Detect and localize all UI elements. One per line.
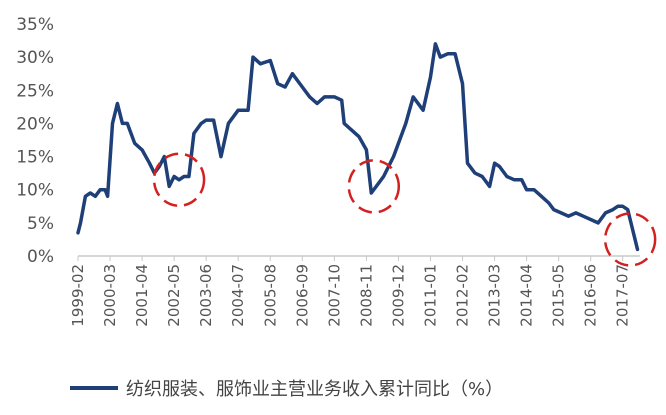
x-tick-label: 2011-01 xyxy=(421,264,439,327)
y-tick-label: 0% xyxy=(27,247,54,267)
x-tick-label: 2013-03 xyxy=(486,264,504,327)
x-tick-label: 2017-07 xyxy=(614,264,632,327)
highlight-circles xyxy=(152,152,657,267)
x-tick-label: 2016-06 xyxy=(582,264,600,327)
x-tick-label: 1999-02 xyxy=(69,264,87,327)
x-tick-label: 2015-05 xyxy=(550,264,568,327)
y-tick-label: 5% xyxy=(27,214,54,234)
x-tick-label: 2001-04 xyxy=(133,264,151,327)
x-tick-label: 2008-11 xyxy=(357,264,375,327)
legend-label: 纺织服装、服饰业主营业务收入累计同比（%） xyxy=(126,379,503,400)
x-tick-label: 2003-06 xyxy=(197,264,215,327)
x-axis-tick-labels: 1999-02 2000-03 2001-04 2002-05 2003-06 2004-… xyxy=(69,256,632,327)
series-line xyxy=(76,42,640,252)
x-tick-label: 2012-02 xyxy=(454,264,472,327)
y-tick-label: 10% xyxy=(16,181,54,201)
highlight-circle xyxy=(603,212,657,267)
x-tick-label: 2014-04 xyxy=(518,264,536,327)
highlight-circle xyxy=(152,152,206,208)
x-tick-label: 2005-08 xyxy=(261,264,279,327)
x-tick-label: 2009-12 xyxy=(389,264,407,327)
x-tick-label: 2002-05 xyxy=(165,264,183,327)
x-tick-label: 2000-03 xyxy=(101,264,119,327)
y-tick-label: 35% xyxy=(16,15,54,35)
y-axis-tick-labels: 0% 5% 10% 15% 20% 25% 30% 35% xyxy=(16,15,54,267)
y-tick-label: 20% xyxy=(16,114,54,134)
highlight-circle xyxy=(347,159,401,214)
y-tick-label: 30% xyxy=(16,48,54,68)
legend: 纺织服装、服饰业主营业务收入累计同比（%） xyxy=(70,379,503,400)
y-tick-label: 15% xyxy=(16,148,54,168)
y-tick-label: 25% xyxy=(16,81,54,101)
x-tick-label: 2004-07 xyxy=(229,264,247,327)
x-tick-label: 2006-09 xyxy=(293,264,311,327)
x-tick-label: 2007-10 xyxy=(325,264,343,327)
